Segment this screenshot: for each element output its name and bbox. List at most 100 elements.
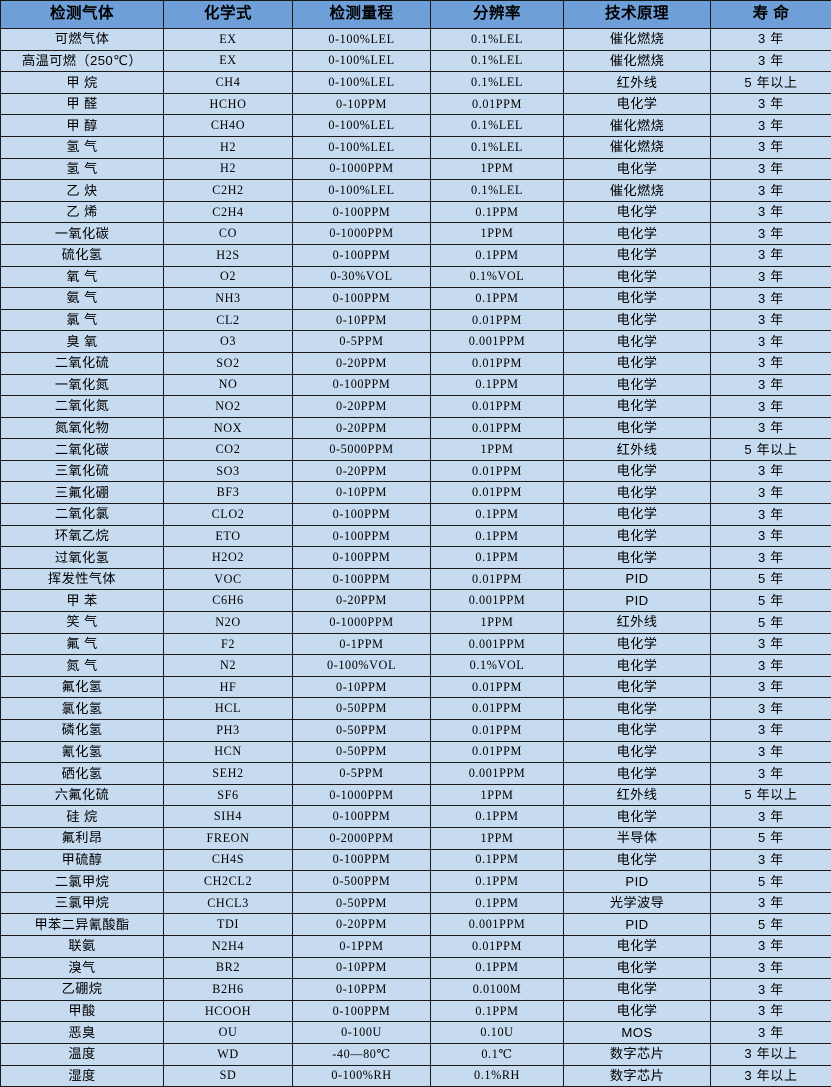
cell-gas-name: 氨 气 xyxy=(1,288,164,310)
cell-gas-name: 二氧化氮 xyxy=(1,396,164,418)
cell-technology: 电化学 xyxy=(564,396,711,418)
cell-technology: 电化学 xyxy=(564,720,711,742)
cell-detection-range: 0-100%LEL xyxy=(293,180,431,202)
cell-detection-range: -40—80℃ xyxy=(293,1043,431,1065)
cell-detection-range: 0-50PPM xyxy=(293,698,431,720)
cell-chemical-formula: EX xyxy=(164,29,293,51)
cell-chemical-formula: HCL xyxy=(164,698,293,720)
cell-gas-name: 甲酸 xyxy=(1,1000,164,1022)
cell-gas-name: 一氧化碳 xyxy=(1,223,164,245)
cell-resolution: 0.01PPM xyxy=(431,460,564,482)
cell-technology: 电化学 xyxy=(564,309,711,331)
cell-chemical-formula: HCN xyxy=(164,741,293,763)
cell-chemical-formula: BF3 xyxy=(164,482,293,504)
cell-detection-range: 0-100PPM xyxy=(293,806,431,828)
cell-technology: 电化学 xyxy=(564,698,711,720)
cell-technology: 电化学 xyxy=(564,676,711,698)
cell-technology: 电化学 xyxy=(564,374,711,396)
cell-lifespan: 3 年 xyxy=(711,136,831,158)
cell-chemical-formula: SIH4 xyxy=(164,806,293,828)
cell-gas-name: 笑 气 xyxy=(1,612,164,634)
cell-gas-name: 乙 烯 xyxy=(1,201,164,223)
cell-gas-name: 甲 苯 xyxy=(1,590,164,612)
cell-gas-name: 氟化氢 xyxy=(1,676,164,698)
column-header-range: 检测量程 xyxy=(293,1,431,29)
cell-lifespan: 3 年 xyxy=(711,417,831,439)
cell-lifespan: 3 年 xyxy=(711,309,831,331)
cell-resolution: 0.1PPM xyxy=(431,957,564,979)
cell-chemical-formula: EX xyxy=(164,50,293,72)
cell-detection-range: 0-100PPM xyxy=(293,201,431,223)
cell-lifespan: 3 年以上 xyxy=(711,1065,831,1087)
cell-technology: 光学波导 xyxy=(564,892,711,914)
cell-detection-range: 0-20PPM xyxy=(293,914,431,936)
cell-chemical-formula: BR2 xyxy=(164,957,293,979)
cell-gas-name: 恶臭 xyxy=(1,1022,164,1044)
cell-resolution: 0.01PPM xyxy=(431,741,564,763)
cell-resolution: 0.01PPM xyxy=(431,309,564,331)
cell-technology: 电化学 xyxy=(564,201,711,223)
cell-gas-name: 高温可燃（250℃） xyxy=(1,50,164,72)
cell-chemical-formula: H2S xyxy=(164,244,293,266)
cell-technology: 催化燃烧 xyxy=(564,50,711,72)
cell-resolution: 0.01PPM xyxy=(431,698,564,720)
cell-lifespan: 3 年 xyxy=(711,849,831,871)
cell-gas-name: 氢 气 xyxy=(1,136,164,158)
cell-gas-name: 氮 气 xyxy=(1,655,164,677)
cell-resolution: 0.1PPM xyxy=(431,374,564,396)
cell-chemical-formula: SO2 xyxy=(164,352,293,374)
cell-detection-range: 0-1000PPM xyxy=(293,223,431,245)
cell-gas-name: 一氧化氮 xyxy=(1,374,164,396)
cell-technology: PID xyxy=(564,871,711,893)
cell-chemical-formula: N2 xyxy=(164,655,293,677)
cell-detection-range: 0-100PPM xyxy=(293,504,431,526)
cell-lifespan: 5 年 xyxy=(711,827,831,849)
cell-resolution: 0.01PPM xyxy=(431,568,564,590)
cell-lifespan: 3 年 xyxy=(711,655,831,677)
cell-technology: 数字芯片 xyxy=(564,1065,711,1087)
cell-technology: 电化学 xyxy=(564,935,711,957)
cell-technology: 催化燃烧 xyxy=(564,136,711,158)
cell-detection-range: 0-5000PPM xyxy=(293,439,431,461)
cell-resolution: 0.1PPM xyxy=(431,244,564,266)
cell-technology: MOS xyxy=(564,1022,711,1044)
cell-lifespan: 5 年 xyxy=(711,871,831,893)
cell-gas-name: 甲 醛 xyxy=(1,93,164,115)
cell-chemical-formula: H2 xyxy=(164,158,293,180)
cell-resolution: 0.1PPM xyxy=(431,525,564,547)
cell-resolution: 0.001PPM xyxy=(431,914,564,936)
cell-resolution: 0.1%RH xyxy=(431,1065,564,1087)
cell-gas-name: 二氧化氯 xyxy=(1,504,164,526)
cell-technology: 数字芯片 xyxy=(564,1043,711,1065)
column-header-formula: 化学式 xyxy=(164,1,293,29)
cell-gas-name: 硅 烷 xyxy=(1,806,164,828)
cell-chemical-formula: C6H6 xyxy=(164,590,293,612)
cell-gas-name: 六氟化硫 xyxy=(1,784,164,806)
cell-chemical-formula: CHCL3 xyxy=(164,892,293,914)
cell-technology: 电化学 xyxy=(564,806,711,828)
cell-lifespan: 5 年以上 xyxy=(711,72,831,94)
cell-resolution: 0.001PPM xyxy=(431,590,564,612)
cell-chemical-formula: SEH2 xyxy=(164,763,293,785)
cell-lifespan: 3 年 xyxy=(711,201,831,223)
cell-chemical-formula: F2 xyxy=(164,633,293,655)
cell-gas-name: 二氯甲烷 xyxy=(1,871,164,893)
cell-gas-name: 硒化氢 xyxy=(1,763,164,785)
cell-detection-range: 0-10PPM xyxy=(293,482,431,504)
cell-chemical-formula: N2O xyxy=(164,612,293,634)
